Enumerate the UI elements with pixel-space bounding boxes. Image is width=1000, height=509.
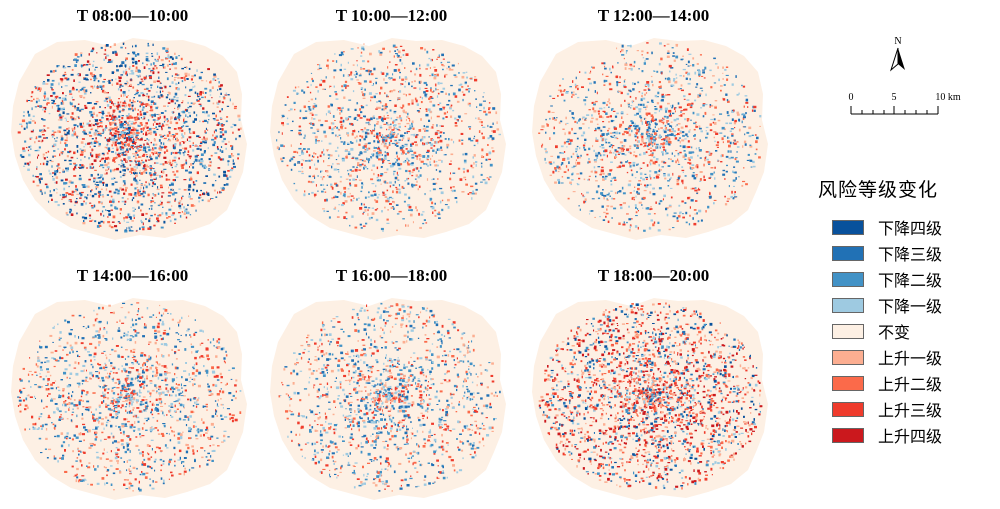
change-pixels (538, 302, 763, 491)
legend-swatch (832, 245, 864, 261)
risk-change-map (11, 38, 247, 240)
legend-swatch (832, 323, 864, 339)
legend-label: 下降二级 (878, 271, 943, 290)
legend-swatch (832, 427, 864, 443)
legend-item: 下降四级 (818, 214, 998, 240)
risk-change-map (270, 298, 506, 500)
panel-title: T 10:00—12:00 (335, 6, 448, 25)
map-panel-3: T 12:00—14:00 (526, 4, 781, 249)
legend-label: 上升三级 (878, 401, 943, 420)
scale-tick-label: 5 (891, 92, 897, 103)
map-panel-5: T 16:00—18:00 (264, 264, 519, 509)
risk-change-map (532, 298, 768, 500)
map-panel-2: T 10:00—12:00 (264, 4, 519, 249)
scale-bar-line (850, 106, 939, 115)
legend-label: 下降四级 (878, 219, 943, 238)
legend-label: 下降一级 (878, 297, 943, 316)
risk-change-map (532, 38, 768, 240)
legend-item: 下降二级 (818, 266, 998, 292)
legend-label: 上升一级 (878, 349, 943, 368)
scale-tick-label: 0 (848, 92, 854, 103)
risk-change-map (11, 298, 247, 500)
legend-item: 下降三级 (818, 240, 998, 266)
legend-swatch (832, 271, 864, 287)
legend-title: 风险等级变化 (818, 179, 939, 201)
panel-title: T 14:00—16:00 (76, 266, 189, 285)
map-panel-4: T 14:00—16:00 (5, 264, 260, 509)
change-pixels (278, 302, 501, 492)
legend-item: 上升三级 (818, 396, 998, 422)
legend-item: 上升一级 (818, 344, 998, 370)
legend-swatch (832, 219, 864, 235)
legend-swatch (832, 375, 864, 391)
change-pixels (276, 43, 501, 232)
legend-label: 不变 (878, 323, 911, 342)
legend-label: 上升二级 (878, 375, 943, 394)
map-panel-1: T 08:00—10:00 (5, 4, 260, 249)
panel-title: T 12:00—14:00 (597, 6, 710, 25)
legend-label: 下降三级 (878, 245, 943, 264)
legend: 风险等级变化 下降四级 下降三级 下降二级 下降一级 不变 上升一级 上升二级 … (818, 175, 998, 448)
map-panel-6: T 18:00—20:00 (526, 264, 781, 509)
legend-label: 上升四级 (878, 427, 943, 446)
legend-swatch (832, 349, 864, 365)
north-label: N (894, 36, 902, 47)
north-arrow: N (885, 36, 911, 76)
change-pixels (538, 42, 762, 232)
panel-title: T 16:00—18:00 (335, 266, 448, 285)
panel-title: T 08:00—10:00 (76, 6, 189, 25)
north-arrow-icon (889, 47, 905, 72)
change-pixels (17, 42, 242, 233)
change-pixels (17, 302, 242, 492)
legend-swatch (832, 297, 864, 313)
legend-item: 上升四级 (818, 422, 998, 448)
scale-bar: 0 5 10 km (846, 92, 966, 122)
legend-item: 不变 (818, 318, 998, 344)
risk-change-map (270, 38, 506, 240)
legend-swatch (832, 401, 864, 417)
scale-tick-label: 10 km (935, 92, 961, 103)
panel-title: T 18:00—20:00 (597, 266, 710, 285)
legend-item: 下降一级 (818, 292, 998, 318)
legend-item: 上升二级 (818, 370, 998, 396)
city-outline (270, 38, 506, 240)
